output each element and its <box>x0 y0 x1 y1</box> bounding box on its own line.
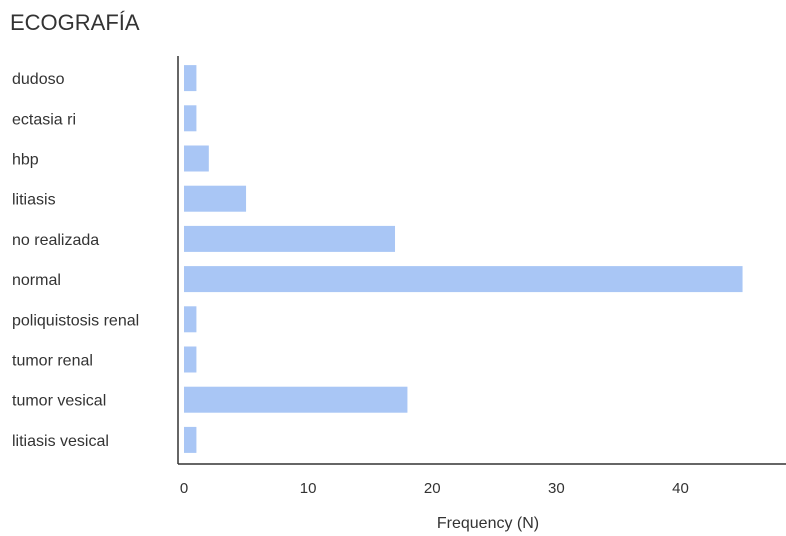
category-label: ectasia ri <box>12 111 76 128</box>
category-label: tumor vesical <box>12 393 106 410</box>
x-tick-label: 40 <box>672 480 689 497</box>
category-labels: dudoso ectasia ri hbp litiasis no realizada n… <box>12 71 139 450</box>
category-label: dudoso <box>12 71 65 88</box>
x-tick-labels: 0 10 20 30 40 <box>180 480 689 497</box>
category-label: normal <box>12 272 61 289</box>
category-label: litiasis <box>12 192 56 209</box>
bar-tumor-vesical <box>184 386 408 413</box>
category-label: tumor renal <box>12 353 93 370</box>
category-label: litiasis vesical <box>12 433 109 450</box>
bar-ectasia-ri <box>184 105 197 132</box>
bar-no-realizada <box>184 225 396 252</box>
bar-hbp <box>184 145 209 172</box>
bar-normal <box>184 266 743 293</box>
x-axis-title: Frequency (N) <box>437 515 539 532</box>
bar-tumor-renal <box>184 346 197 373</box>
category-label: no realizada <box>12 232 99 249</box>
bar-litiasis <box>184 185 247 212</box>
bar-dudoso <box>184 65 197 92</box>
bar-litiasis-vesical <box>184 426 197 453</box>
x-tick-label: 0 <box>180 480 188 497</box>
x-tick-label: 30 <box>548 480 565 497</box>
chart-title: ECOGRAFÍA <box>10 10 140 35</box>
x-tick-label: 20 <box>424 480 441 497</box>
bars-layer <box>184 65 743 453</box>
x-tick-label: 10 <box>300 480 317 497</box>
category-label: poliquistosis renal <box>12 312 139 329</box>
bar-poliquistosis-renal <box>184 306 197 333</box>
category-label: hbp <box>12 152 39 169</box>
